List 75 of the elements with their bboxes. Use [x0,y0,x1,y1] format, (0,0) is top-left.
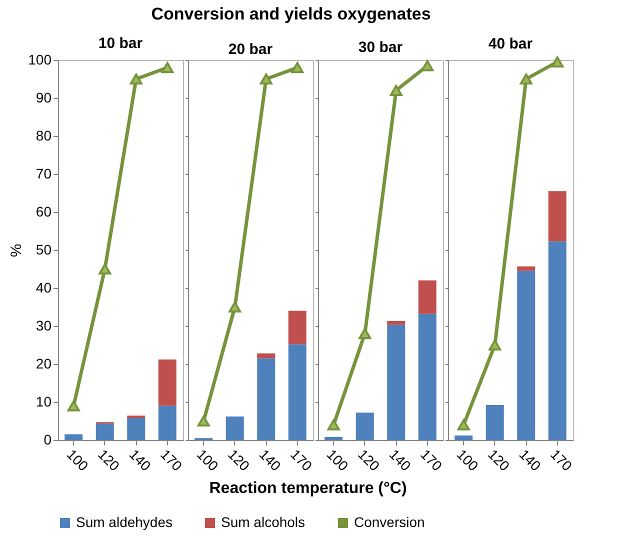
legend-label: Sum aldehydes [76,514,173,530]
point [488,339,502,351]
bar [158,406,176,440]
y-tick-label: 20 [36,356,52,372]
x-tick-label: 170 [547,446,576,474]
x-tick-label: 170 [157,446,186,474]
x-tick-label: 120 [484,446,513,474]
y-tick-label: 30 [36,318,52,334]
x-tick-label: 100 [194,446,222,474]
point [197,415,210,427]
x-axis-title: Reaction temperature (°C) [209,480,407,497]
point [67,400,80,412]
bar [517,266,536,271]
bar [486,405,504,440]
point [520,73,532,85]
bar [226,416,244,440]
bar [418,314,436,440]
y-axis-title: % [8,244,26,258]
legend-label: Conversion [354,514,425,530]
legend-label: Sum alcohols [221,514,306,530]
y-tick-label: 40 [36,280,52,296]
point [130,73,142,85]
y-tick-label: 90 [36,90,52,106]
x-tick-label: 140 [126,446,154,474]
bar [356,412,374,440]
bar [288,310,306,344]
point [327,419,340,430]
bar [454,435,473,440]
bar [324,436,343,440]
chart-subtitle: 40 bar [488,35,533,52]
x-tick-label: 100 [324,446,352,474]
bar [418,280,436,314]
bar [387,321,406,325]
point [260,73,272,85]
x-tick-label: 140 [516,446,544,474]
bar [257,353,276,358]
chart-subtitle: 10 bar [98,35,143,52]
y-tick-label: 0 [44,432,52,448]
x-tick-label: 100 [64,446,92,474]
point [161,62,174,74]
bar [548,191,566,242]
point [457,419,470,430]
bar [257,358,276,440]
x-tick-label: 170 [287,446,316,474]
y-tick-label: 100 [28,52,52,68]
point [421,60,434,72]
chart-subtitle: 20 bar [228,41,273,58]
y-tick-label: 10 [36,394,52,410]
point [98,263,112,275]
bar [64,434,83,440]
point [291,62,304,74]
x-tick-label: 140 [256,446,284,474]
y-tick-label: 60 [36,204,52,220]
point [358,328,372,340]
bar [548,241,566,440]
x-tick-label: 100 [454,446,482,474]
point [228,301,242,313]
chart-subtitle: 30 bar [358,39,403,56]
bar [127,418,146,440]
bar [387,324,406,440]
x-tick-label: 140 [386,446,414,474]
bar [158,359,176,406]
x-tick-label: 120 [224,446,253,474]
y-tick-label: 70 [36,166,52,182]
x-tick-label: 120 [354,446,383,474]
bar [288,344,306,440]
y-tick-label: 80 [36,128,52,144]
x-tick-label: 170 [417,446,446,474]
point [390,84,402,96]
bar [96,424,114,440]
x-tick-label: 120 [94,446,123,474]
point [551,56,564,68]
text: Conversion and yields oxygenates [151,4,431,24]
y-tick-label: 50 [36,242,52,258]
bar [517,270,536,440]
